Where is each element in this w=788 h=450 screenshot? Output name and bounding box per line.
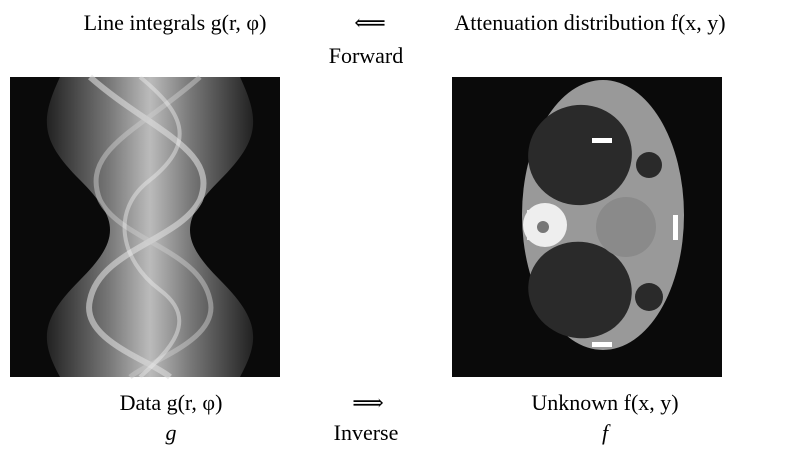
diagram: Line integrals g(r, φ) ⟸ Attenuation dis… bbox=[0, 0, 788, 450]
bottom-left-symbol: g bbox=[166, 420, 177, 445]
forward-caption: Forward bbox=[329, 43, 404, 68]
phantom-image bbox=[452, 77, 722, 377]
top-right-label: Attenuation distribution f(x, y) bbox=[454, 10, 725, 35]
bottom-right-label: Unknown f(x, y) bbox=[531, 390, 678, 415]
forward-arrow: ⟸ bbox=[354, 10, 386, 35]
sinogram-image bbox=[10, 77, 280, 377]
bottom-right-symbol: f bbox=[602, 420, 611, 445]
top-left-label: Line integrals g(r, φ) bbox=[84, 10, 267, 35]
inverse-caption: Inverse bbox=[334, 420, 399, 445]
bottom-left-label: Data g(r, φ) bbox=[120, 390, 223, 415]
inverse-arrow: ⟹ bbox=[352, 390, 384, 415]
